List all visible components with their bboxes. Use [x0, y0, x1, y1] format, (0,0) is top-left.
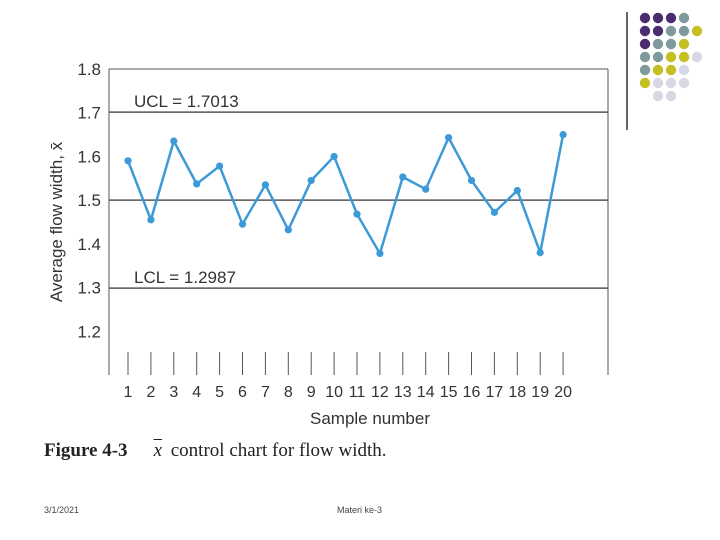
x-tick-label: 13	[394, 384, 412, 401]
footer-date: 3/1/2021	[44, 505, 80, 515]
decorative-dot	[639, 12, 651, 24]
xbar-symbol: x	[153, 440, 162, 461]
x-tick-label: 1	[124, 384, 133, 401]
control-limit-label: UCL = 1.7013	[134, 92, 239, 111]
decorative-dot	[639, 64, 651, 76]
footer-center-text: Materi ke-3	[337, 505, 383, 515]
data-point	[376, 249, 384, 258]
decorative-dot	[665, 25, 677, 37]
data-point	[261, 181, 269, 189]
data-point	[445, 134, 453, 142]
x-tick-label: 17	[486, 384, 504, 401]
data-point	[216, 162, 224, 170]
decorative-dot	[678, 38, 690, 50]
decorative-dot	[652, 25, 664, 37]
decorative-dot	[652, 38, 664, 50]
x-tick-label: 5	[215, 384, 224, 401]
data-point	[559, 130, 567, 139]
data-point	[513, 186, 521, 195]
y-tick-label: 1.6	[77, 147, 101, 166]
decorative-dot	[691, 51, 703, 63]
x-tick-label: 14	[417, 384, 435, 401]
data-point	[353, 210, 361, 218]
caption-text: control chart for flow width.	[170, 440, 387, 461]
decorative-dot	[665, 12, 677, 24]
decorative-dot	[652, 77, 664, 89]
data-point	[330, 152, 338, 161]
series-line	[126, 134, 565, 258]
decorative-dot	[665, 38, 677, 50]
decorative-dot	[691, 25, 703, 37]
decorative-dot	[665, 51, 677, 63]
decorative-dot	[678, 51, 690, 63]
decorative-dot	[665, 90, 677, 102]
control-limit-label: LCL = 1.2987	[134, 268, 236, 287]
data-point	[307, 176, 315, 185]
data-point	[193, 180, 201, 188]
decorative-dot	[639, 51, 651, 63]
y-tick-label: 1.7	[77, 104, 101, 123]
data-point	[467, 176, 476, 185]
data-point	[124, 157, 132, 165]
x-tick-label: 4	[192, 384, 201, 401]
data-point	[147, 216, 155, 224]
figure-caption: Figure 4-3 x control chart for flow width…	[44, 440, 644, 462]
decorative-dot	[678, 77, 690, 89]
x-tick-label: 15	[440, 384, 458, 401]
data-point	[170, 137, 178, 145]
figure-label: Figure 4-3	[44, 440, 128, 461]
decorative-dot	[678, 25, 690, 37]
data-point	[490, 208, 498, 216]
data-point	[284, 226, 292, 234]
x-tick-label: 18	[508, 384, 526, 401]
decorative-dot	[652, 51, 664, 63]
x-tick-label: 8	[284, 384, 293, 401]
data-point	[536, 249, 544, 257]
y-tick-label: 1.8	[77, 60, 101, 79]
decorative-dot	[678, 12, 690, 24]
decorative-dot	[652, 64, 664, 76]
decorative-dot	[639, 25, 651, 37]
x-tick-label: 9	[307, 384, 316, 401]
x-tick-label: 2	[146, 384, 155, 401]
y-tick-label: 1.4	[77, 235, 101, 254]
x-tick-label: 3	[169, 384, 178, 401]
decorative-dot-grid	[626, 12, 703, 130]
data-point	[399, 173, 407, 181]
y-tick-label: 1.5	[77, 191, 101, 210]
data-point	[422, 185, 430, 193]
x-tick-label: 6	[238, 384, 247, 401]
x-tick-label: 10	[325, 384, 343, 401]
x-tick-label: 12	[371, 384, 389, 401]
x-tick-label: 11	[349, 384, 366, 401]
y-tick-label: 1.2	[77, 322, 101, 341]
x-axis-label: Sample number	[310, 409, 430, 428]
y-axis-label: Average flow width, x̄	[47, 141, 66, 302]
x-tick-label: 16	[463, 384, 481, 401]
decorative-dot	[652, 90, 664, 102]
data-point	[238, 220, 247, 228]
x-tick-label: 7	[261, 384, 270, 401]
control-chart: 1.2 1.3 1.4 1.5 1.6 1.7 1.8 Average flow width,…	[47, 60, 609, 428]
y-tick-label: 1.3	[77, 279, 101, 298]
decorative-dot	[665, 77, 677, 89]
decorative-dot	[652, 12, 664, 24]
x-tick-label: 19	[531, 384, 549, 401]
decorative-dot	[665, 64, 677, 76]
decorative-dot	[639, 77, 651, 89]
decorative-dot	[639, 38, 651, 50]
decorative-dot	[678, 64, 690, 76]
x-tick-label: 20	[554, 384, 572, 401]
